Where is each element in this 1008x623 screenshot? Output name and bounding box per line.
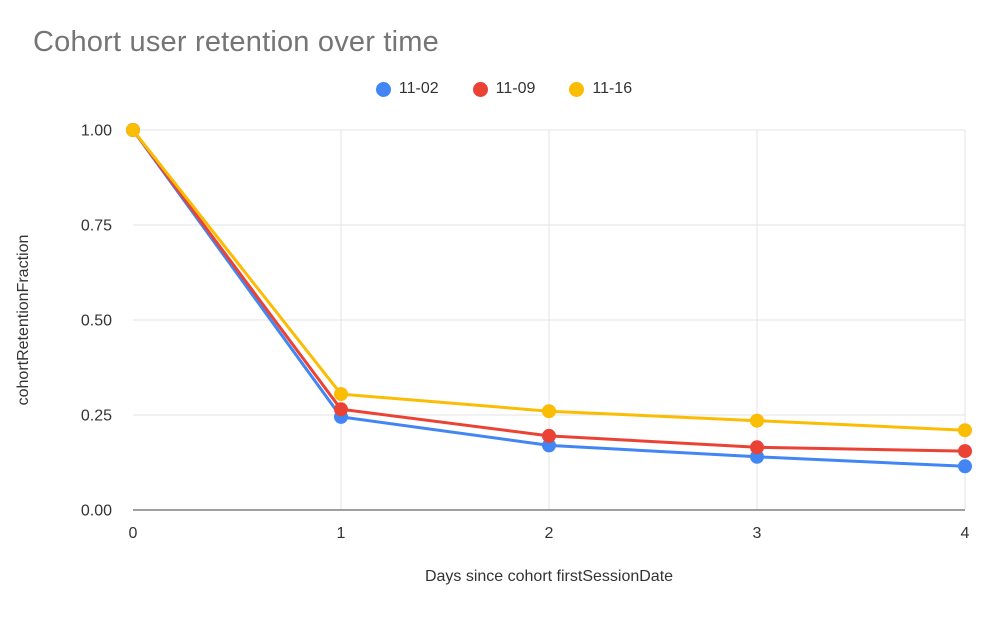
y-tick-label: 0.50 [81,313,112,330]
legend-dot-11-16 [569,81,585,97]
legend-item-11-16[interactable]: 11-16 [569,80,632,98]
legend-dot-11-09 [472,81,488,97]
chart-legend: 11-02 11-09 11-16 [0,80,1008,98]
legend-label: 11-16 [592,80,633,97]
data-point-11-09-day3[interactable] [750,440,764,455]
data-point-11-09-day1[interactable] [334,402,348,417]
y-axis-title: cohortRetentionFraction [15,235,32,406]
data-point-11-02-day4[interactable] [958,459,972,474]
data-point-11-09-day4[interactable] [958,444,972,459]
x-tick-label: 1 [337,525,346,542]
x-tick-label: 3 [753,525,762,542]
y-tick-label: 0.00 [81,503,112,520]
legend-label: 11-09 [495,80,536,97]
data-point-11-16-day0[interactable] [126,123,140,137]
y-tick-label: 1.00 [81,123,112,140]
data-point-11-16-day1[interactable] [334,387,348,402]
legend-item-11-09[interactable]: 11-09 [472,80,536,98]
x-tick-label: 2 [545,525,554,542]
legend-label: 11-02 [398,80,439,97]
retention-line-chart[interactable]: 0.00 0.25 0.50 0.75 1.00 0 1 2 3 4 Days since coho… [0,115,1008,623]
x-tick-label: 0 [129,525,138,542]
y-tick-label: 0.25 [81,408,112,425]
x-tick-label: 4 [961,525,970,542]
data-point-11-16-day3[interactable] [750,413,764,428]
x-axis-title: Days since cohort firstSessionDate [425,568,673,585]
legend-dot-11-02 [375,81,391,97]
data-point-11-16-day4[interactable] [958,423,972,438]
data-point-11-09-day2[interactable] [542,428,556,443]
data-point-11-16-day2[interactable] [542,404,556,419]
chart-title: Cohort user retention over time [33,26,439,58]
legend-item-11-02[interactable]: 11-02 [375,80,439,98]
y-tick-label: 0.75 [81,218,112,235]
